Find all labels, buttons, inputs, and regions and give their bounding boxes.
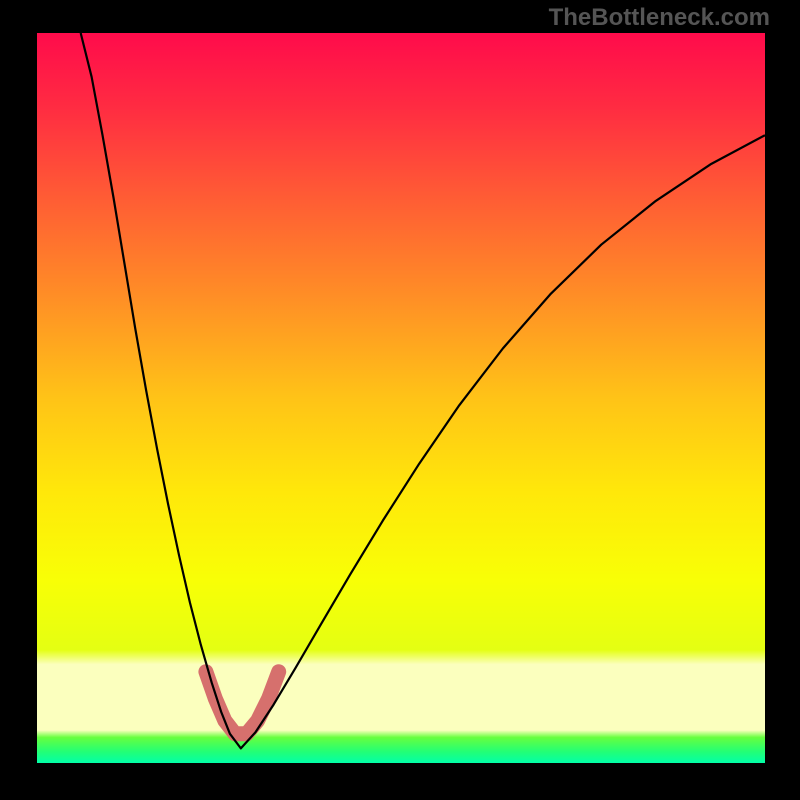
watermark-text: TheBottleneck.com	[549, 4, 770, 32]
chart-container: TheBottleneck.com	[0, 0, 800, 800]
plot-svg	[37, 33, 765, 763]
plot-area	[37, 33, 765, 763]
gradient-background	[37, 33, 765, 763]
